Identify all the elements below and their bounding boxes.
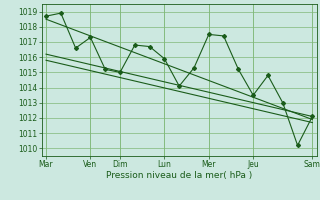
X-axis label: Pression niveau de la mer( hPa ): Pression niveau de la mer( hPa ) [106, 171, 252, 180]
